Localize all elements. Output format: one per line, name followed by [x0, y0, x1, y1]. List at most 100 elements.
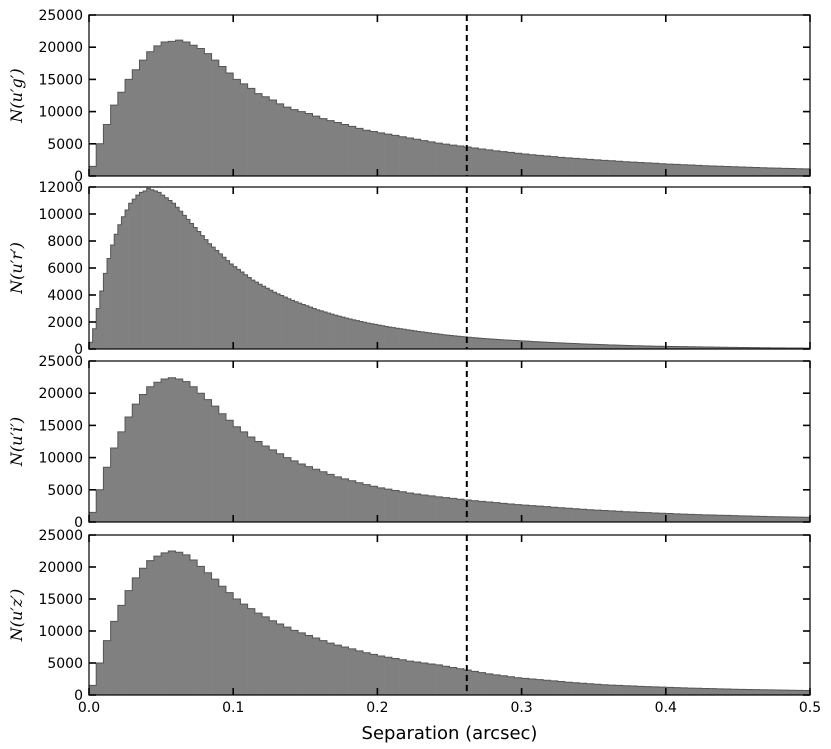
- histogram-bar: [117, 92, 126, 176]
- histogram-bar: [283, 627, 292, 695]
- histogram-bar: [586, 683, 594, 695]
- histogram-bar: [503, 339, 508, 349]
- y-axis-label: N(u′z′): [7, 589, 26, 642]
- histogram-bar: [427, 141, 436, 176]
- histogram-bar: [442, 334, 447, 349]
- histogram-bar: [781, 168, 789, 176]
- histogram-bar: [507, 152, 515, 176]
- histogram-bar: [575, 343, 580, 349]
- histogram-bar: [766, 516, 775, 522]
- histogram-bar: [326, 313, 331, 349]
- histogram-bar: [103, 124, 111, 176]
- histogram-bar: [89, 166, 97, 176]
- histogram-bar: [629, 686, 638, 695]
- histogram-bar: [644, 345, 649, 349]
- histogram-bar: [651, 686, 659, 695]
- x-tick-label: 0.0: [78, 700, 100, 716]
- histogram-bar: [305, 635, 313, 695]
- histogram-bar: [654, 346, 659, 349]
- histogram-bar: [125, 209, 129, 349]
- histogram-bar: [153, 45, 162, 176]
- histogram-bar: [121, 216, 126, 349]
- histogram-bar: [730, 689, 739, 695]
- histogram-bar: [781, 690, 789, 695]
- histogram-bar: [326, 120, 335, 176]
- histogram-bar: [146, 51, 155, 176]
- histogram-bar: [406, 329, 411, 349]
- histogram-bar: [435, 333, 439, 349]
- histogram-bar: [413, 493, 421, 522]
- histogram-bar: [247, 436, 256, 522]
- axes-frame: [88, 534, 811, 696]
- y-tick-label: 25000: [38, 8, 83, 24]
- histogram-bar: [175, 40, 184, 177]
- histogram-bar: [323, 312, 328, 349]
- histogram-bar: [207, 243, 212, 349]
- histogram-bar: [146, 386, 155, 522]
- histogram-bar: [373, 324, 378, 349]
- histogram-bar: [716, 688, 724, 695]
- histogram-bar: [427, 495, 436, 522]
- histogram-bar: [96, 489, 104, 522]
- histogram-bar: [471, 671, 479, 695]
- x-axis-label: Separation (arcsec): [362, 723, 538, 744]
- histogram-bar: [709, 165, 717, 176]
- histogram-bar: [399, 659, 407, 695]
- histogram-bar: [388, 327, 393, 349]
- histogram-bar: [564, 343, 569, 349]
- histogram-bar: [449, 498, 458, 522]
- histogram-bar: [474, 337, 479, 349]
- histogram-bar: [362, 652, 371, 695]
- histogram-bar: [636, 512, 645, 522]
- histogram-bar: [110, 245, 115, 349]
- histogram-bar: [608, 685, 616, 695]
- histogram-bar: [478, 501, 486, 522]
- histogram-bar: [687, 688, 695, 695]
- histogram-bar: [319, 471, 328, 522]
- histogram-bar: [460, 336, 465, 349]
- histogram-bar: [456, 499, 465, 522]
- histogram-bar: [564, 682, 573, 695]
- histogram-bar: [391, 490, 400, 522]
- histogram-bar: [759, 167, 768, 176]
- histogram-bar: [103, 273, 108, 349]
- y-axis-label: N(u′r′): [7, 242, 26, 295]
- histogram-bar: [445, 335, 450, 349]
- histogram-bar: [730, 347, 735, 349]
- histogram-bar: [240, 83, 248, 176]
- histogram-bar: [802, 690, 811, 695]
- histogram-bar: [521, 678, 530, 695]
- y-tick-label: 15000: [38, 418, 83, 434]
- histogram-bar: [117, 431, 126, 522]
- histogram-bar: [593, 684, 602, 695]
- histogram-bar: [514, 677, 522, 695]
- histogram-bar: [550, 156, 558, 176]
- histogram-bar: [334, 122, 342, 176]
- histogram-bar: [348, 126, 357, 176]
- histogram-bar: [244, 274, 248, 349]
- histogram-bar: [727, 347, 731, 349]
- histogram-bar: [615, 511, 623, 522]
- histogram-bar: [298, 303, 302, 349]
- histogram-bar: [182, 381, 191, 522]
- y-tick-label: 20000: [38, 386, 83, 402]
- histogram-bar: [730, 515, 739, 522]
- histogram-bar: [651, 512, 659, 522]
- histogram-bar: [528, 341, 533, 349]
- histogram-bar: [384, 134, 393, 176]
- histogram-bar: [362, 484, 371, 522]
- histogram-bar: [262, 616, 270, 695]
- histogram-bar: [197, 566, 205, 695]
- histogram-bar: [737, 689, 746, 695]
- histogram-bar: [582, 344, 587, 349]
- y-tick-label: 20000: [38, 560, 83, 576]
- histogram-bar: [536, 679, 544, 695]
- histogram-bar: [802, 517, 811, 522]
- histogram-bar: [795, 517, 804, 522]
- histogram-bar: [269, 449, 277, 522]
- histogram-bar: [600, 684, 609, 695]
- histogram-bar: [168, 377, 176, 522]
- histogram-bar: [362, 322, 367, 349]
- x-tick-label: 0.1: [222, 700, 244, 716]
